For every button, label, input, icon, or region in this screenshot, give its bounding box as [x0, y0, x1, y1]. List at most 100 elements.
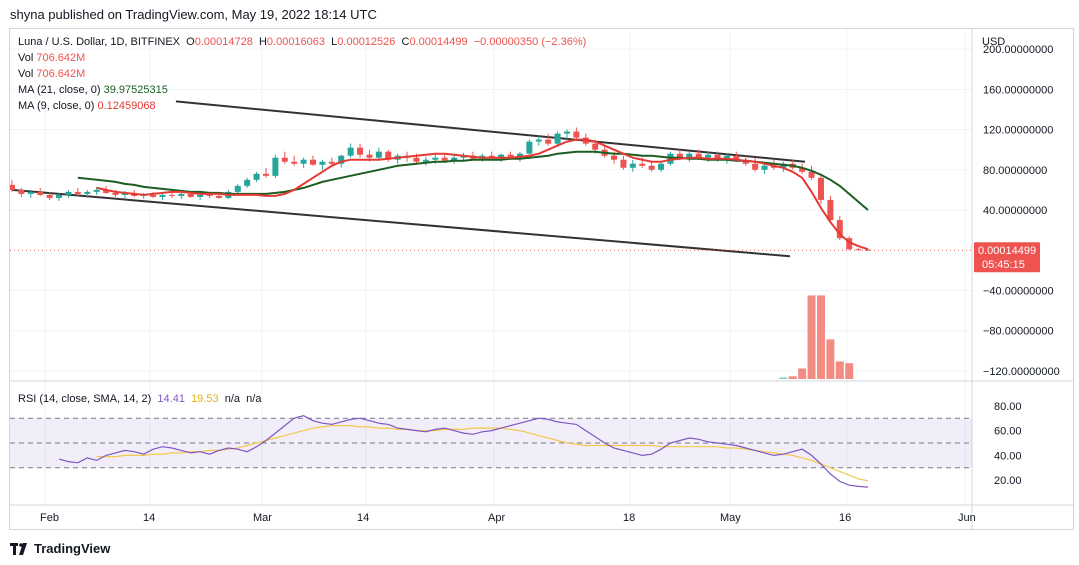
symbol-label: Luna / U.S. Dollar, 1D, BITFINEX — [18, 36, 181, 48]
price-tick-label: 120.00000000 — [983, 125, 1053, 137]
channel-upper-line — [175, 100, 806, 163]
candle-body — [74, 191, 81, 194]
footer-brand[interactable]: TradingView — [10, 541, 110, 556]
candle-body — [648, 165, 655, 170]
candle-body — [629, 163, 636, 168]
price-tick-label: 40.00000000 — [983, 205, 1047, 217]
volume-bar — [788, 376, 797, 379]
volume-legend-1: Vol 706.642M — [18, 52, 86, 64]
candle-body — [686, 153, 693, 158]
candle-body — [498, 154, 505, 158]
rsi-tick-label: 20.00 — [994, 475, 1022, 487]
last-price-badge — [974, 242, 1040, 273]
candle-body — [178, 193, 185, 196]
candle-body — [56, 194, 63, 198]
candle-body — [103, 189, 110, 193]
candle-body — [366, 154, 373, 158]
last-price-label: 0.00014499 — [978, 245, 1036, 257]
candle-body — [168, 194, 175, 196]
candle-body — [761, 165, 768, 170]
high-value: 0.00016063 — [266, 36, 326, 48]
rsi-line — [58, 415, 869, 488]
candle-body — [639, 163, 646, 166]
volume-bar — [835, 361, 844, 379]
candle-body — [752, 163, 759, 170]
candle-body — [695, 153, 702, 158]
candle-body — [253, 173, 260, 180]
candle-body — [573, 131, 580, 138]
candle-body — [112, 192, 119, 195]
time-tick-label: 18 — [623, 512, 635, 524]
price-tick-label: −80.00000000 — [983, 326, 1054, 338]
candle-body — [441, 157, 448, 161]
candle-body — [328, 161, 335, 164]
candle-body — [310, 159, 317, 165]
candle-body — [84, 191, 91, 194]
candle-body — [733, 155, 740, 160]
candle-body — [413, 157, 420, 162]
rsi-tick-label: 60.00 — [994, 426, 1022, 438]
ma9-legend: MA (9, close, 0) 0.12459068 — [18, 100, 156, 112]
candle-body — [27, 191, 34, 194]
candle-body — [46, 194, 53, 198]
candle-body — [300, 159, 307, 164]
candle-body — [187, 193, 194, 197]
volume-bar — [816, 295, 825, 379]
channel-lower-line — [11, 188, 790, 258]
candle-body — [855, 249, 862, 251]
candle-body — [347, 147, 354, 156]
candle-body — [37, 191, 44, 195]
time-tick-label: 16 — [839, 512, 851, 524]
ohlc-legend: Luna / U.S. Dollar, 1D, BITFINEX O0.0001… — [18, 36, 587, 48]
candle-body — [159, 194, 166, 197]
close-value: 0.00014499 — [409, 36, 468, 48]
low-value: 0.00012526 — [337, 36, 396, 48]
time-tick-label: May — [720, 512, 741, 524]
price-tick-label: 200.00000000 — [983, 44, 1053, 56]
candle-body — [563, 131, 570, 134]
time-tick-label: Apr — [488, 512, 505, 524]
candle-body — [385, 151, 392, 160]
ma9-line — [96, 138, 869, 251]
tradingview-logo-icon — [10, 542, 27, 555]
candle-body — [592, 143, 599, 150]
ma21-legend: MA (21, close, 0) 39.97525315 — [18, 84, 168, 96]
candle-body — [817, 177, 824, 200]
candle-body — [281, 157, 288, 162]
candle-body — [611, 155, 618, 160]
chart-frame[interactable]: USD 200.00000000 160.00000000 120.00000000 8… — [9, 28, 1074, 530]
volume-bar — [845, 363, 854, 379]
rsi-tick-label: 80.00 — [994, 401, 1022, 413]
candle-body — [262, 173, 269, 176]
candle-body — [865, 249, 871, 251]
volume-bar — [798, 368, 807, 379]
candle-body — [507, 154, 514, 157]
currency-label: USD — [982, 36, 1005, 48]
candle-body — [846, 238, 853, 250]
change-value: −0.00000350 (−2.36%) — [473, 36, 587, 48]
candle-body — [375, 151, 382, 158]
rsi-sma-line — [96, 425, 869, 482]
candle-body — [422, 159, 429, 162]
price-tick-label: −120.00000000 — [983, 366, 1060, 378]
candle-body — [18, 189, 25, 194]
candle-body — [526, 141, 533, 154]
candle-body — [432, 157, 439, 160]
price-tick-label: −40.00000000 — [983, 285, 1054, 297]
time-tick-label: 14 — [143, 512, 155, 524]
candle-body — [827, 199, 834, 221]
candle-body — [836, 220, 843, 239]
candle-body — [676, 153, 683, 158]
volume-legend-2: Vol 706.642M — [18, 68, 86, 80]
price-tick-label: 80.00000000 — [983, 165, 1047, 177]
candle-body — [65, 191, 72, 195]
candle-body — [10, 184, 15, 190]
countdown-label: 05:45:15 — [982, 259, 1025, 271]
price-tick-label: 160.00000000 — [983, 84, 1053, 96]
candle-body — [244, 179, 251, 186]
candle-body — [705, 154, 712, 158]
candle-body — [215, 195, 222, 198]
candle-body — [197, 194, 204, 197]
candle-body — [714, 154, 721, 160]
